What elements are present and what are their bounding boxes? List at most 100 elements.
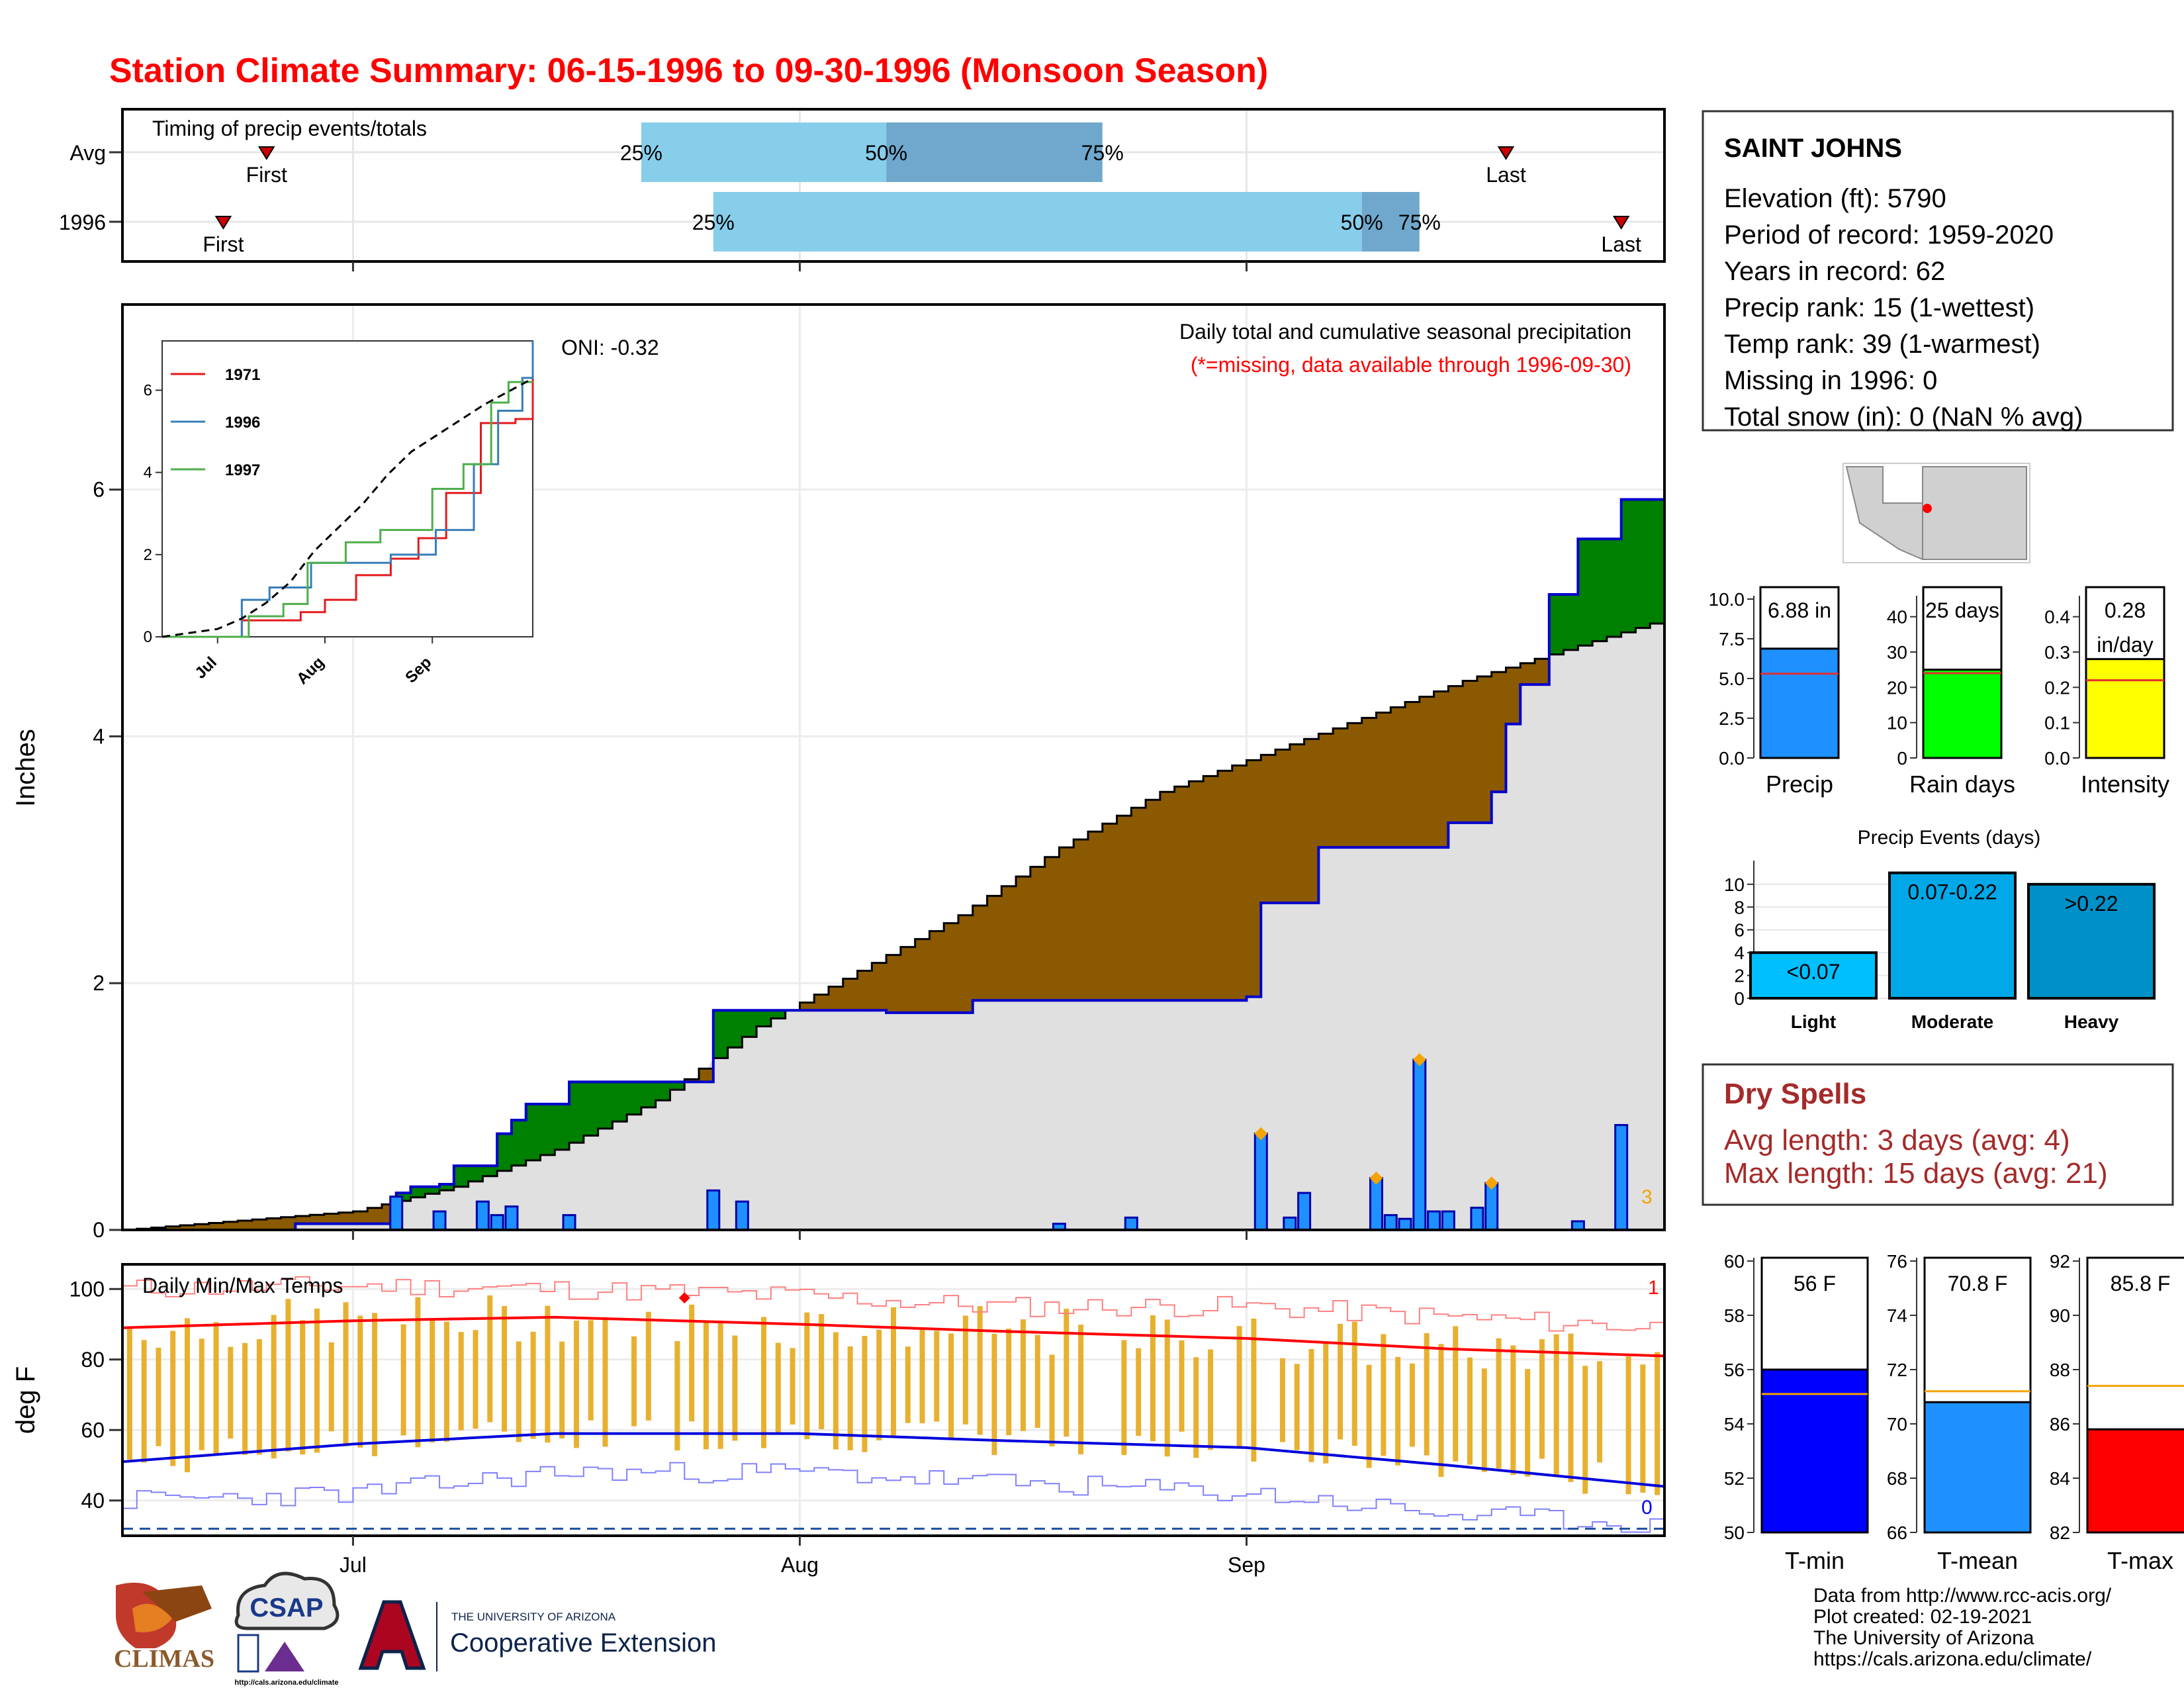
summary-value-unit: in/day bbox=[2097, 633, 2153, 657]
precip-surplus-slice bbox=[742, 1010, 757, 1037]
daily-temp-bar bbox=[213, 1322, 219, 1456]
precip-deficit-slice bbox=[1189, 781, 1204, 1001]
summary-ytick-label: 0.1 bbox=[2044, 713, 2070, 733]
daily-temp-bar bbox=[1496, 1338, 1502, 1469]
precip-deficit-slice bbox=[180, 1225, 195, 1230]
inset-legend-label: 1996 bbox=[225, 414, 260, 432]
timing-bar-25-50 bbox=[641, 122, 887, 182]
station-info-line: Elevation (ft): 5790 bbox=[1724, 184, 1946, 213]
daily-temp-bar bbox=[285, 1299, 291, 1452]
events-ytick-label: 0 bbox=[1734, 988, 1745, 1009]
daily-temp-bar bbox=[1582, 1366, 1588, 1494]
credit-line: Plot created: 02-19-2021 bbox=[1813, 1606, 2032, 1628]
daily-precip-bar bbox=[1124, 1216, 1138, 1231]
precip-deficit-slice bbox=[1520, 663, 1535, 685]
precip-surplus-slice bbox=[555, 1103, 570, 1150]
precip-surplus-slice bbox=[410, 1186, 426, 1197]
summary-label: Intensity bbox=[2081, 771, 2169, 798]
daily-temp-bar bbox=[588, 1320, 594, 1421]
tempbar-ytick-label: 54 bbox=[1724, 1414, 1745, 1434]
daily-temp-bar bbox=[645, 1311, 651, 1421]
daily-temp-bar bbox=[1525, 1369, 1531, 1477]
precip-deficit-slice bbox=[1318, 733, 1334, 848]
daily-temp-bar bbox=[170, 1331, 176, 1466]
page-title: Station Climate Summary: 06-15-1996 to 0… bbox=[109, 52, 1268, 90]
daily-precip-bar bbox=[562, 1214, 576, 1231]
precip-deficit-slice bbox=[1203, 776, 1218, 1001]
daily-temp-bar bbox=[1294, 1364, 1300, 1450]
credit-line: Data from http://www.rcc-acis.org/ bbox=[1813, 1585, 2112, 1607]
daily-temp-bar bbox=[1539, 1339, 1545, 1459]
daily-precip-bar bbox=[1484, 1182, 1499, 1231]
precip-surplus-slice bbox=[1621, 499, 1637, 633]
daily-precip-bar bbox=[1614, 1124, 1629, 1231]
daily-temp-bar bbox=[430, 1319, 435, 1443]
tempbar-ytick-label: 76 bbox=[1887, 1251, 1907, 1272]
footer: Data from http://www.rcc-acis.org/Plot c… bbox=[114, 1571, 2112, 1687]
precip-deficit-slice bbox=[1304, 739, 1319, 904]
summary-ytick-label: 0.0 bbox=[2044, 748, 2070, 769]
precip-surplus-slice bbox=[482, 1166, 498, 1176]
daily-temp-bar bbox=[905, 1346, 911, 1423]
daily-precip-bar bbox=[1283, 1216, 1297, 1231]
daily-temp-bar bbox=[1366, 1364, 1372, 1468]
timing-row-label: 1996 bbox=[59, 211, 106, 234]
dry-spells-avg: Avg length: 3 days (avg: 4) bbox=[1724, 1124, 2070, 1156]
summary-ytick-label: 0.3 bbox=[2044, 642, 2070, 663]
dry-spells-title: Dry Spells bbox=[1724, 1078, 1866, 1110]
inset-series-line bbox=[162, 381, 533, 638]
precip-deficit-slice bbox=[1535, 659, 1550, 685]
daily-temp-bar bbox=[473, 1330, 478, 1429]
precip-deficit-slice bbox=[1073, 839, 1089, 1001]
summary-value: 6.88 in bbox=[1768, 598, 1831, 622]
precip-surplus-slice bbox=[540, 1103, 555, 1155]
daily-temp-bar bbox=[372, 1313, 378, 1456]
tempbar-value: 85.8 F bbox=[2111, 1272, 2171, 1295]
precip-ytick-label: 0 bbox=[93, 1218, 105, 1242]
timing-marker-icon bbox=[214, 216, 232, 230]
inset-xtick-label: Sep bbox=[402, 653, 435, 686]
daily-temp-bar bbox=[1279, 1358, 1285, 1442]
climas-logo-shape bbox=[142, 1585, 212, 1622]
precip-deficit-slice bbox=[194, 1224, 210, 1230]
record-min-line bbox=[122, 1462, 1665, 1533]
precip-surplus-slice bbox=[641, 1082, 657, 1107]
daily-temp-bar bbox=[1338, 1323, 1343, 1440]
precip-deficit-slice bbox=[1087, 831, 1103, 1001]
tempbar-label: T-min bbox=[1785, 1547, 1844, 1574]
precip-panel-note: (*=missing, data available through 1996-… bbox=[1191, 353, 1631, 377]
precip-deficit-slice bbox=[1347, 723, 1363, 848]
summary-ytick-label: 0.4 bbox=[2044, 607, 2070, 628]
events-bar-range: 0.07-0.22 bbox=[1907, 880, 1997, 904]
daily-temp-bar bbox=[804, 1312, 810, 1440]
daily-temp-bar bbox=[1323, 1342, 1329, 1464]
temp-panel-title: Daily Min/Max Temps bbox=[142, 1274, 343, 1297]
record-marker-icon bbox=[1254, 1127, 1268, 1141]
right-column: SAINT JOHNS Elevation (ft): 5790 Period of… bbox=[1702, 110, 2184, 1574]
tempbar-ytick-label: 82 bbox=[2050, 1523, 2070, 1543]
precip-deficit-slice bbox=[1275, 749, 1291, 904]
precip-deficit-slice bbox=[251, 1219, 267, 1230]
daily-precip-bar bbox=[735, 1200, 749, 1231]
events-ytick-label: 8 bbox=[1734, 897, 1745, 917]
tempbar-value: 56 F bbox=[1794, 1272, 1836, 1295]
precip-surplus-slice bbox=[598, 1082, 613, 1129]
precip-deficit-slice bbox=[972, 906, 988, 1001]
timing-p75-label: 75% bbox=[1081, 141, 1124, 165]
daily-temp-bar bbox=[674, 1341, 680, 1451]
summary-label: Rain days bbox=[1909, 771, 2015, 798]
precip-deficit-slice bbox=[814, 994, 829, 1011]
daily-temp-bar bbox=[314, 1308, 320, 1453]
daily-temp-bar bbox=[1568, 1333, 1574, 1482]
tempbar-label: T-mean bbox=[1937, 1547, 2018, 1574]
summary-ytick-label: 5.0 bbox=[1719, 669, 1745, 689]
precip-ytick-label: 2 bbox=[93, 971, 105, 995]
events-ytick-label: 2 bbox=[1734, 966, 1745, 986]
summary-ytick-label: 30 bbox=[1887, 642, 1907, 663]
summary-value: 25 days bbox=[1925, 598, 1999, 622]
precip-surplus-slice bbox=[727, 1010, 743, 1048]
precip-deficit-slice bbox=[958, 915, 974, 1013]
daily-temp-bar bbox=[1193, 1357, 1199, 1458]
precip-frame bbox=[121, 303, 1666, 1231]
